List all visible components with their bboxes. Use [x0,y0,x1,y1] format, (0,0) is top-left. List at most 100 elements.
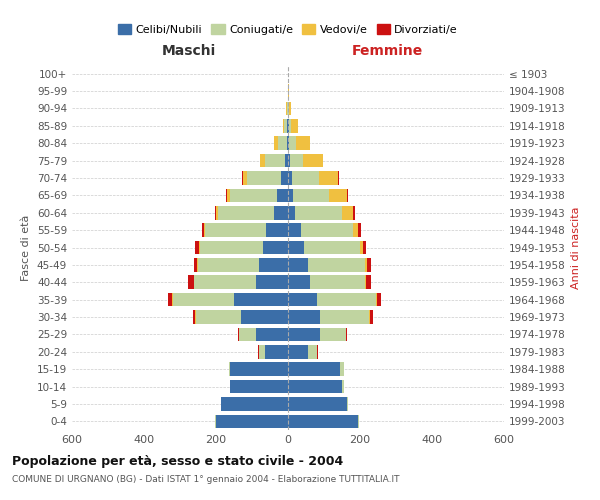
Bar [329,188,347,202]
Bar [367,258,371,272]
Bar [199,240,200,254]
Bar [289,102,291,115]
Bar [365,258,367,272]
Bar [285,154,288,168]
Bar [230,188,277,202]
Bar [288,171,292,185]
Bar [288,328,320,341]
Bar [289,136,296,150]
Bar [370,310,373,324]
Bar [241,310,288,324]
Bar [369,310,370,324]
Bar [319,171,338,185]
Bar [320,328,346,341]
Bar [256,328,288,341]
Bar [363,240,367,254]
Bar [196,240,199,254]
Bar [288,136,289,150]
Bar [310,276,365,289]
Bar [274,206,288,220]
Bar [304,240,360,254]
Bar [188,276,194,289]
Bar [226,188,227,202]
Bar [194,258,197,272]
Bar [259,258,288,272]
Bar [215,414,216,428]
Bar [308,345,317,358]
Bar [238,328,239,341]
Bar [289,119,290,132]
Bar [194,276,256,289]
Bar [320,310,369,324]
Bar [227,188,230,202]
Bar [221,397,288,410]
Bar [274,136,278,150]
Bar [347,188,349,202]
Bar [288,345,308,358]
Bar [288,240,304,254]
Bar [301,224,353,237]
Bar [376,293,377,306]
Bar [230,380,288,394]
Bar [288,293,317,306]
Text: Popolazione per età, sesso e stato civile - 2004: Popolazione per età, sesso e stato civil… [12,455,343,468]
Bar [288,224,301,237]
Bar [367,276,371,289]
Bar [202,224,204,237]
Bar [196,310,241,324]
Bar [263,240,288,254]
Bar [288,414,358,428]
Bar [172,293,173,306]
Bar [358,224,361,237]
Bar [278,136,287,150]
Bar [229,362,230,376]
Bar [242,171,243,185]
Bar [230,362,288,376]
Bar [283,119,284,132]
Bar [288,188,293,202]
Bar [284,119,287,132]
Bar [218,206,274,220]
Bar [215,206,216,220]
Bar [353,206,355,220]
Text: Maschi: Maschi [161,44,216,58]
Text: COMUNE DI URGNANO (BG) - Dati ISTAT 1° gennaio 2004 - Elaborazione TUTTITALIA.IT: COMUNE DI URGNANO (BG) - Dati ISTAT 1° g… [12,475,400,484]
Bar [204,224,205,237]
Bar [347,397,348,410]
Text: Femmine: Femmine [352,44,423,58]
Bar [256,276,288,289]
Bar [216,206,218,220]
Bar [288,119,289,132]
Bar [234,293,288,306]
Bar [173,293,234,306]
Bar [281,171,288,185]
Bar [169,293,172,306]
Bar [317,293,376,306]
Bar [216,414,288,428]
Bar [197,258,198,272]
Bar [338,171,339,185]
Bar [277,188,288,202]
Bar [340,362,344,376]
Y-axis label: Anni di nascita: Anni di nascita [571,206,581,289]
Bar [295,206,342,220]
Bar [290,154,303,168]
Y-axis label: Fasce di età: Fasce di età [22,214,31,280]
Bar [260,154,265,168]
Bar [293,188,329,202]
Bar [288,362,340,376]
Bar [243,171,247,185]
Bar [193,310,196,324]
Bar [358,414,359,428]
Bar [360,240,363,254]
Bar [198,258,259,272]
Bar [288,310,320,324]
Bar [288,206,295,220]
Bar [308,258,365,272]
Bar [205,224,266,237]
Bar [342,380,344,394]
Bar [287,119,288,132]
Legend: Celibi/Nubili, Coniugati/e, Vedovi/e, Divorziati/e: Celibi/Nubili, Coniugati/e, Vedovi/e, Di… [113,20,463,39]
Bar [288,276,310,289]
Bar [290,119,298,132]
